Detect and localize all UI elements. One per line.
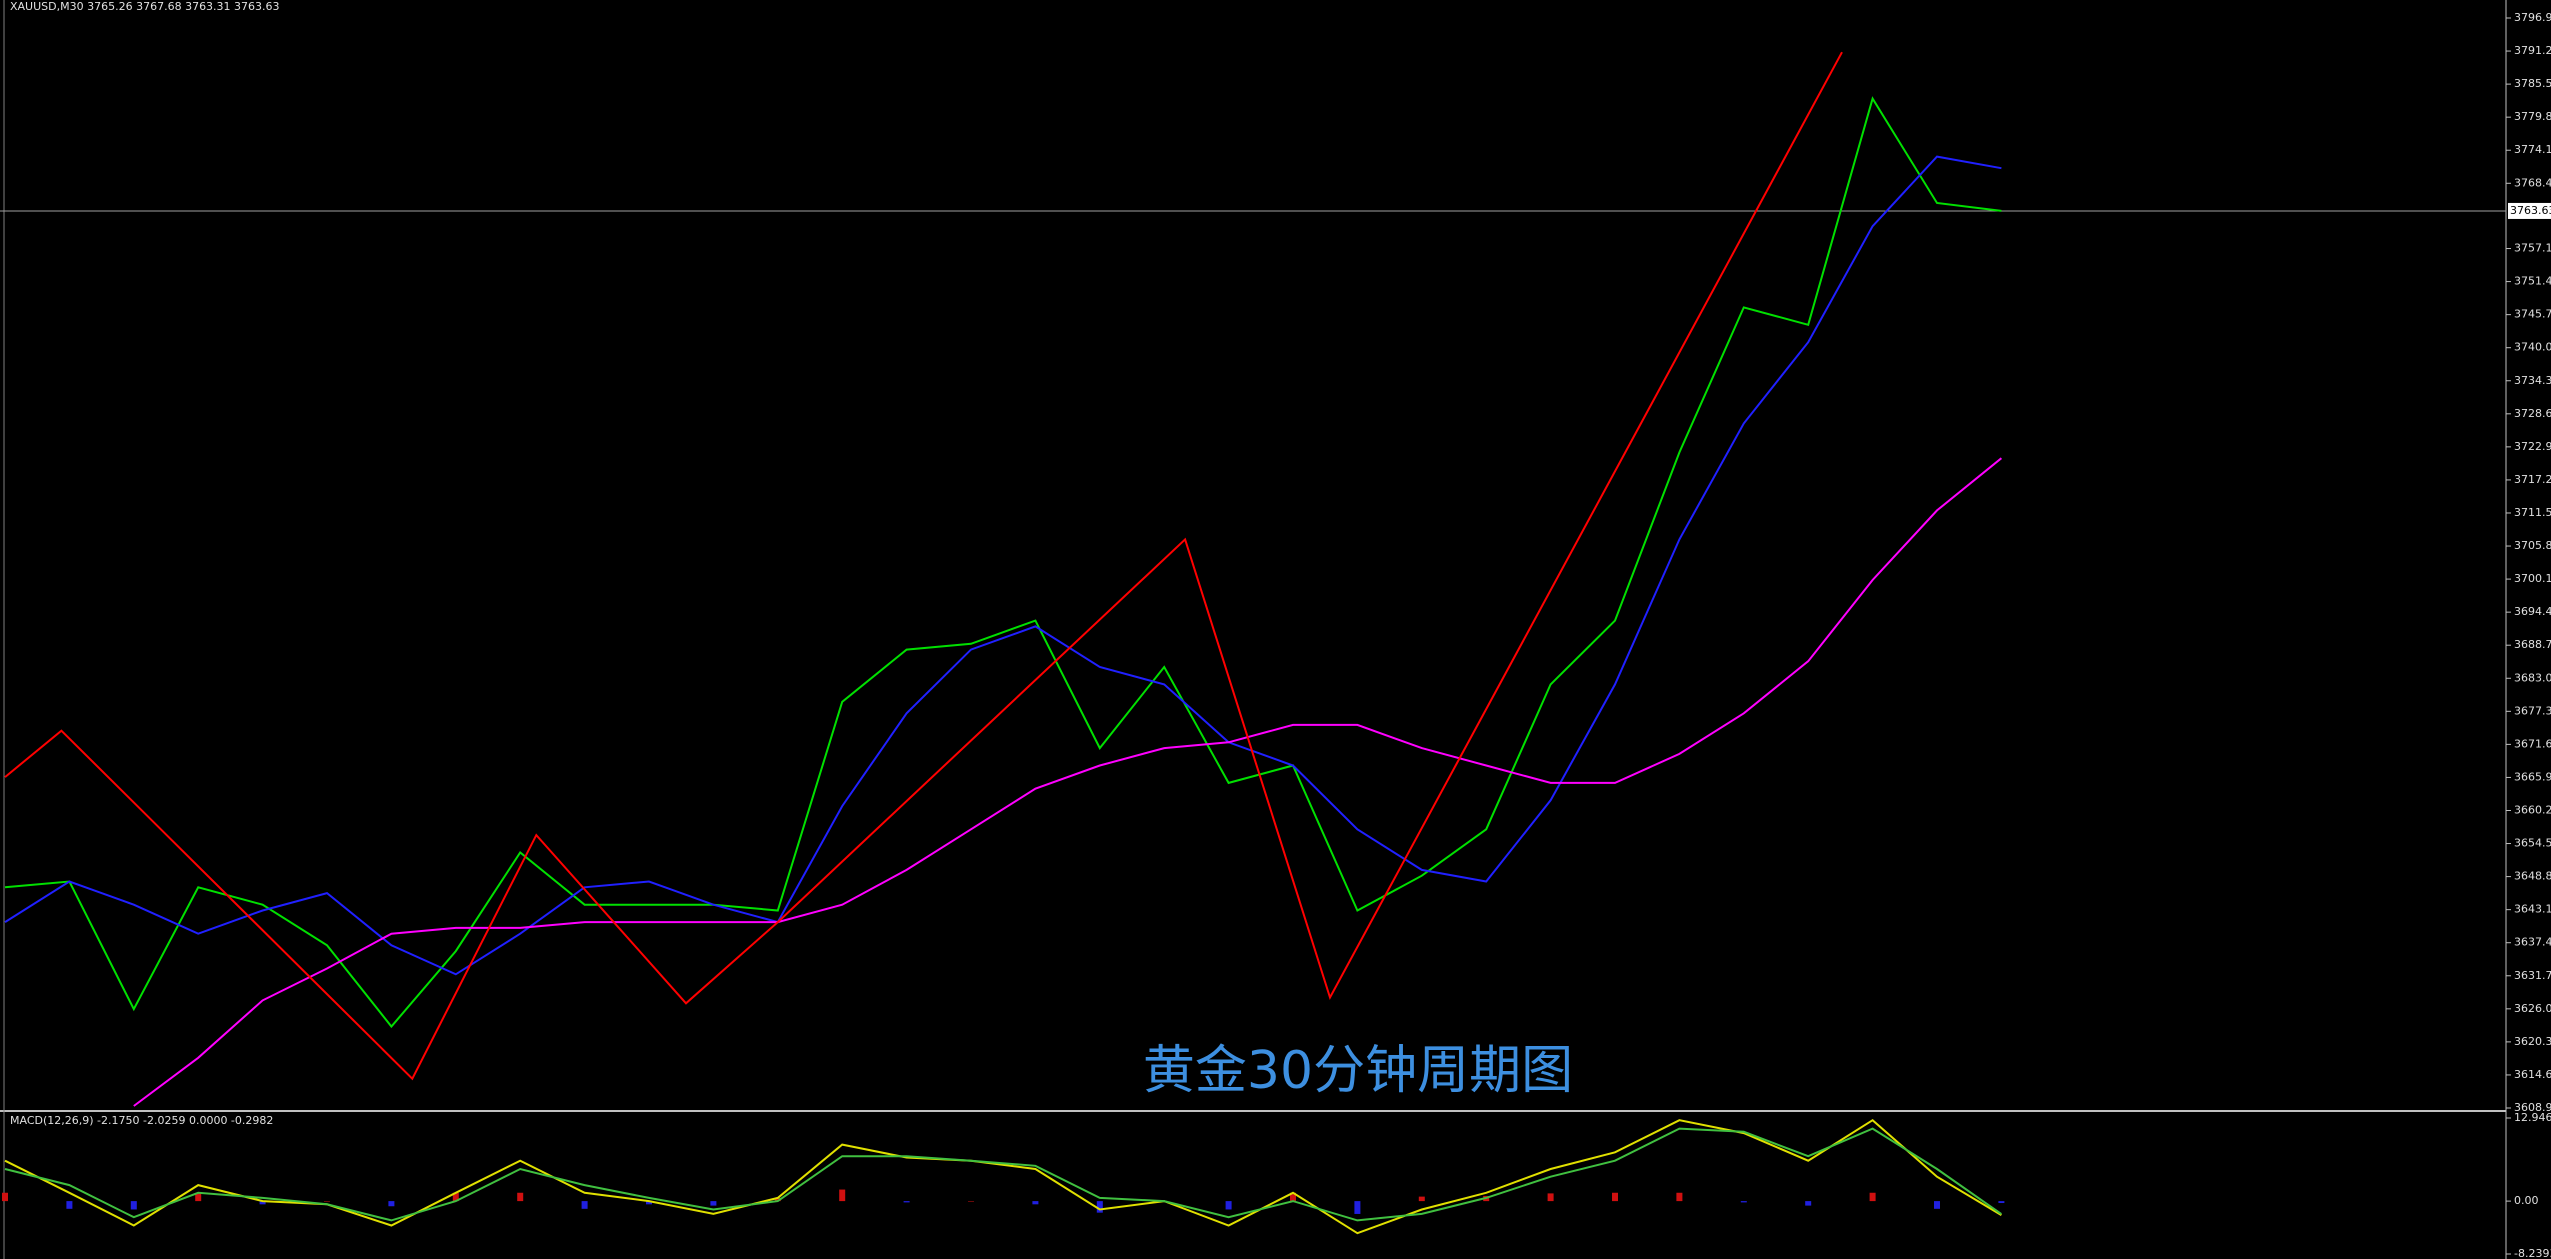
y-tick-label: 0.00	[2514, 1194, 2539, 1207]
histogram-bar	[646, 1201, 652, 1205]
y-tick-label: 3700.15	[2514, 572, 2551, 585]
y-tick-label: 3665.95	[2514, 770, 2551, 783]
last-price-label: 3763.63	[2510, 204, 2551, 217]
chart-title: 黄金30分钟周期图	[1143, 1041, 1573, 1101]
histogram-bar	[1998, 1201, 2005, 1204]
histogram-bar	[195, 1193, 202, 1202]
histogram-bar	[903, 1201, 910, 1203]
histogram-bar	[452, 1192, 459, 1202]
histogram-bar	[581, 1201, 588, 1209]
y-tick-label: 3728.65	[2514, 407, 2551, 420]
y-tick-label: 3774.10	[2514, 143, 2551, 156]
histogram-bar	[1290, 1192, 1296, 1202]
y-tick-label: 3688.75	[2514, 638, 2551, 651]
symbol-header: XAUUSD,M30 3765.26 3767.68 3763.31 3763.…	[10, 0, 280, 13]
histogram-bar	[1547, 1193, 1554, 1202]
histogram-bar	[1805, 1201, 1812, 1206]
y-tick-label: 3614.65	[2514, 1068, 2551, 1081]
histogram-bar	[517, 1192, 524, 1202]
y-tick-label: 3779.80	[2514, 110, 2551, 123]
y-tick-label: 3648.85	[2514, 870, 2551, 883]
y-tick-label: 3705.85	[2514, 539, 2551, 552]
macd-title: MACD(12,26,9) -2.1750 -2.0259 0.0000 -0.…	[10, 1114, 273, 1127]
y-tick-label: 3722.95	[2514, 440, 2551, 453]
series-line	[4, 1127, 2002, 1222]
y-tick-label: 3643.15	[2514, 903, 2551, 916]
y-tick-label: -8.2393	[2514, 1247, 2551, 1259]
histogram-bar	[388, 1201, 395, 1207]
y-tick-label: 3677.35	[2514, 704, 2551, 717]
series-line	[4, 155, 2002, 976]
series-line	[4, 1118, 2002, 1235]
histogram-bar	[1418, 1196, 1425, 1202]
last-price-box	[2508, 202, 2551, 219]
histogram-bar	[774, 1197, 781, 1202]
series-line	[4, 96, 2002, 1029]
histogram-bar	[968, 1201, 974, 1202]
y-tick-label: 3745.75	[2514, 308, 2551, 321]
y-tick-label: 3654.55	[2514, 837, 2551, 850]
histogram-bar	[1612, 1192, 1618, 1202]
y-tick-label: 3626.05	[2514, 1002, 2551, 1015]
y-tick-label: 3734.35	[2514, 374, 2551, 387]
y-tick-label: 3694.45	[2514, 605, 2551, 618]
y-tick-label: 3608.95	[2514, 1101, 2551, 1114]
series-line	[133, 457, 2003, 1107]
y-tick-label: 12.9462	[2514, 1111, 2551, 1124]
y-tick-label: 3631.75	[2514, 969, 2551, 982]
y-tick-label: 3751.45	[2514, 275, 2551, 288]
histogram-bar	[1225, 1201, 1232, 1210]
y-tick-label: 3711.55	[2514, 506, 2551, 519]
y-tick-label: 3768.40	[2514, 176, 2551, 189]
histogram-bar	[710, 1201, 717, 1206]
histogram-bar	[324, 1201, 330, 1202]
y-tick-label: 3796.90	[2514, 11, 2551, 24]
histogram-bar	[1740, 1201, 1747, 1203]
histogram-bar	[1354, 1201, 1361, 1214]
histogram-bar	[1934, 1201, 1940, 1209]
histogram-bar	[2, 1192, 8, 1202]
histogram-bar	[259, 1201, 266, 1205]
histogram-bar	[839, 1189, 846, 1202]
histogram-bar	[1869, 1192, 1876, 1202]
y-tick-label: 3683.05	[2514, 671, 2551, 684]
histogram-bar	[66, 1201, 73, 1209]
histogram-bar	[130, 1201, 137, 1210]
y-tick-label: 3740.05	[2514, 341, 2551, 354]
histogram-bar	[1676, 1192, 1683, 1202]
y-tick-label: 3620.35	[2514, 1035, 2551, 1048]
histogram-bar	[1032, 1201, 1039, 1205]
y-tick-label: 3637.45	[2514, 936, 2551, 949]
y-tick-label: 3660.25	[2514, 803, 2551, 816]
histogram-bar	[1096, 1201, 1103, 1213]
y-tick-label: 3785.50	[2514, 77, 2551, 90]
y-tick-label: 3717.25	[2514, 473, 2551, 486]
y-tick-label: 3791.20	[2514, 44, 2551, 57]
y-tick-label: 3671.65	[2514, 737, 2551, 750]
zigzag-line	[4, 51, 1843, 1081]
y-tick-label: 3757.15	[2514, 242, 2551, 255]
